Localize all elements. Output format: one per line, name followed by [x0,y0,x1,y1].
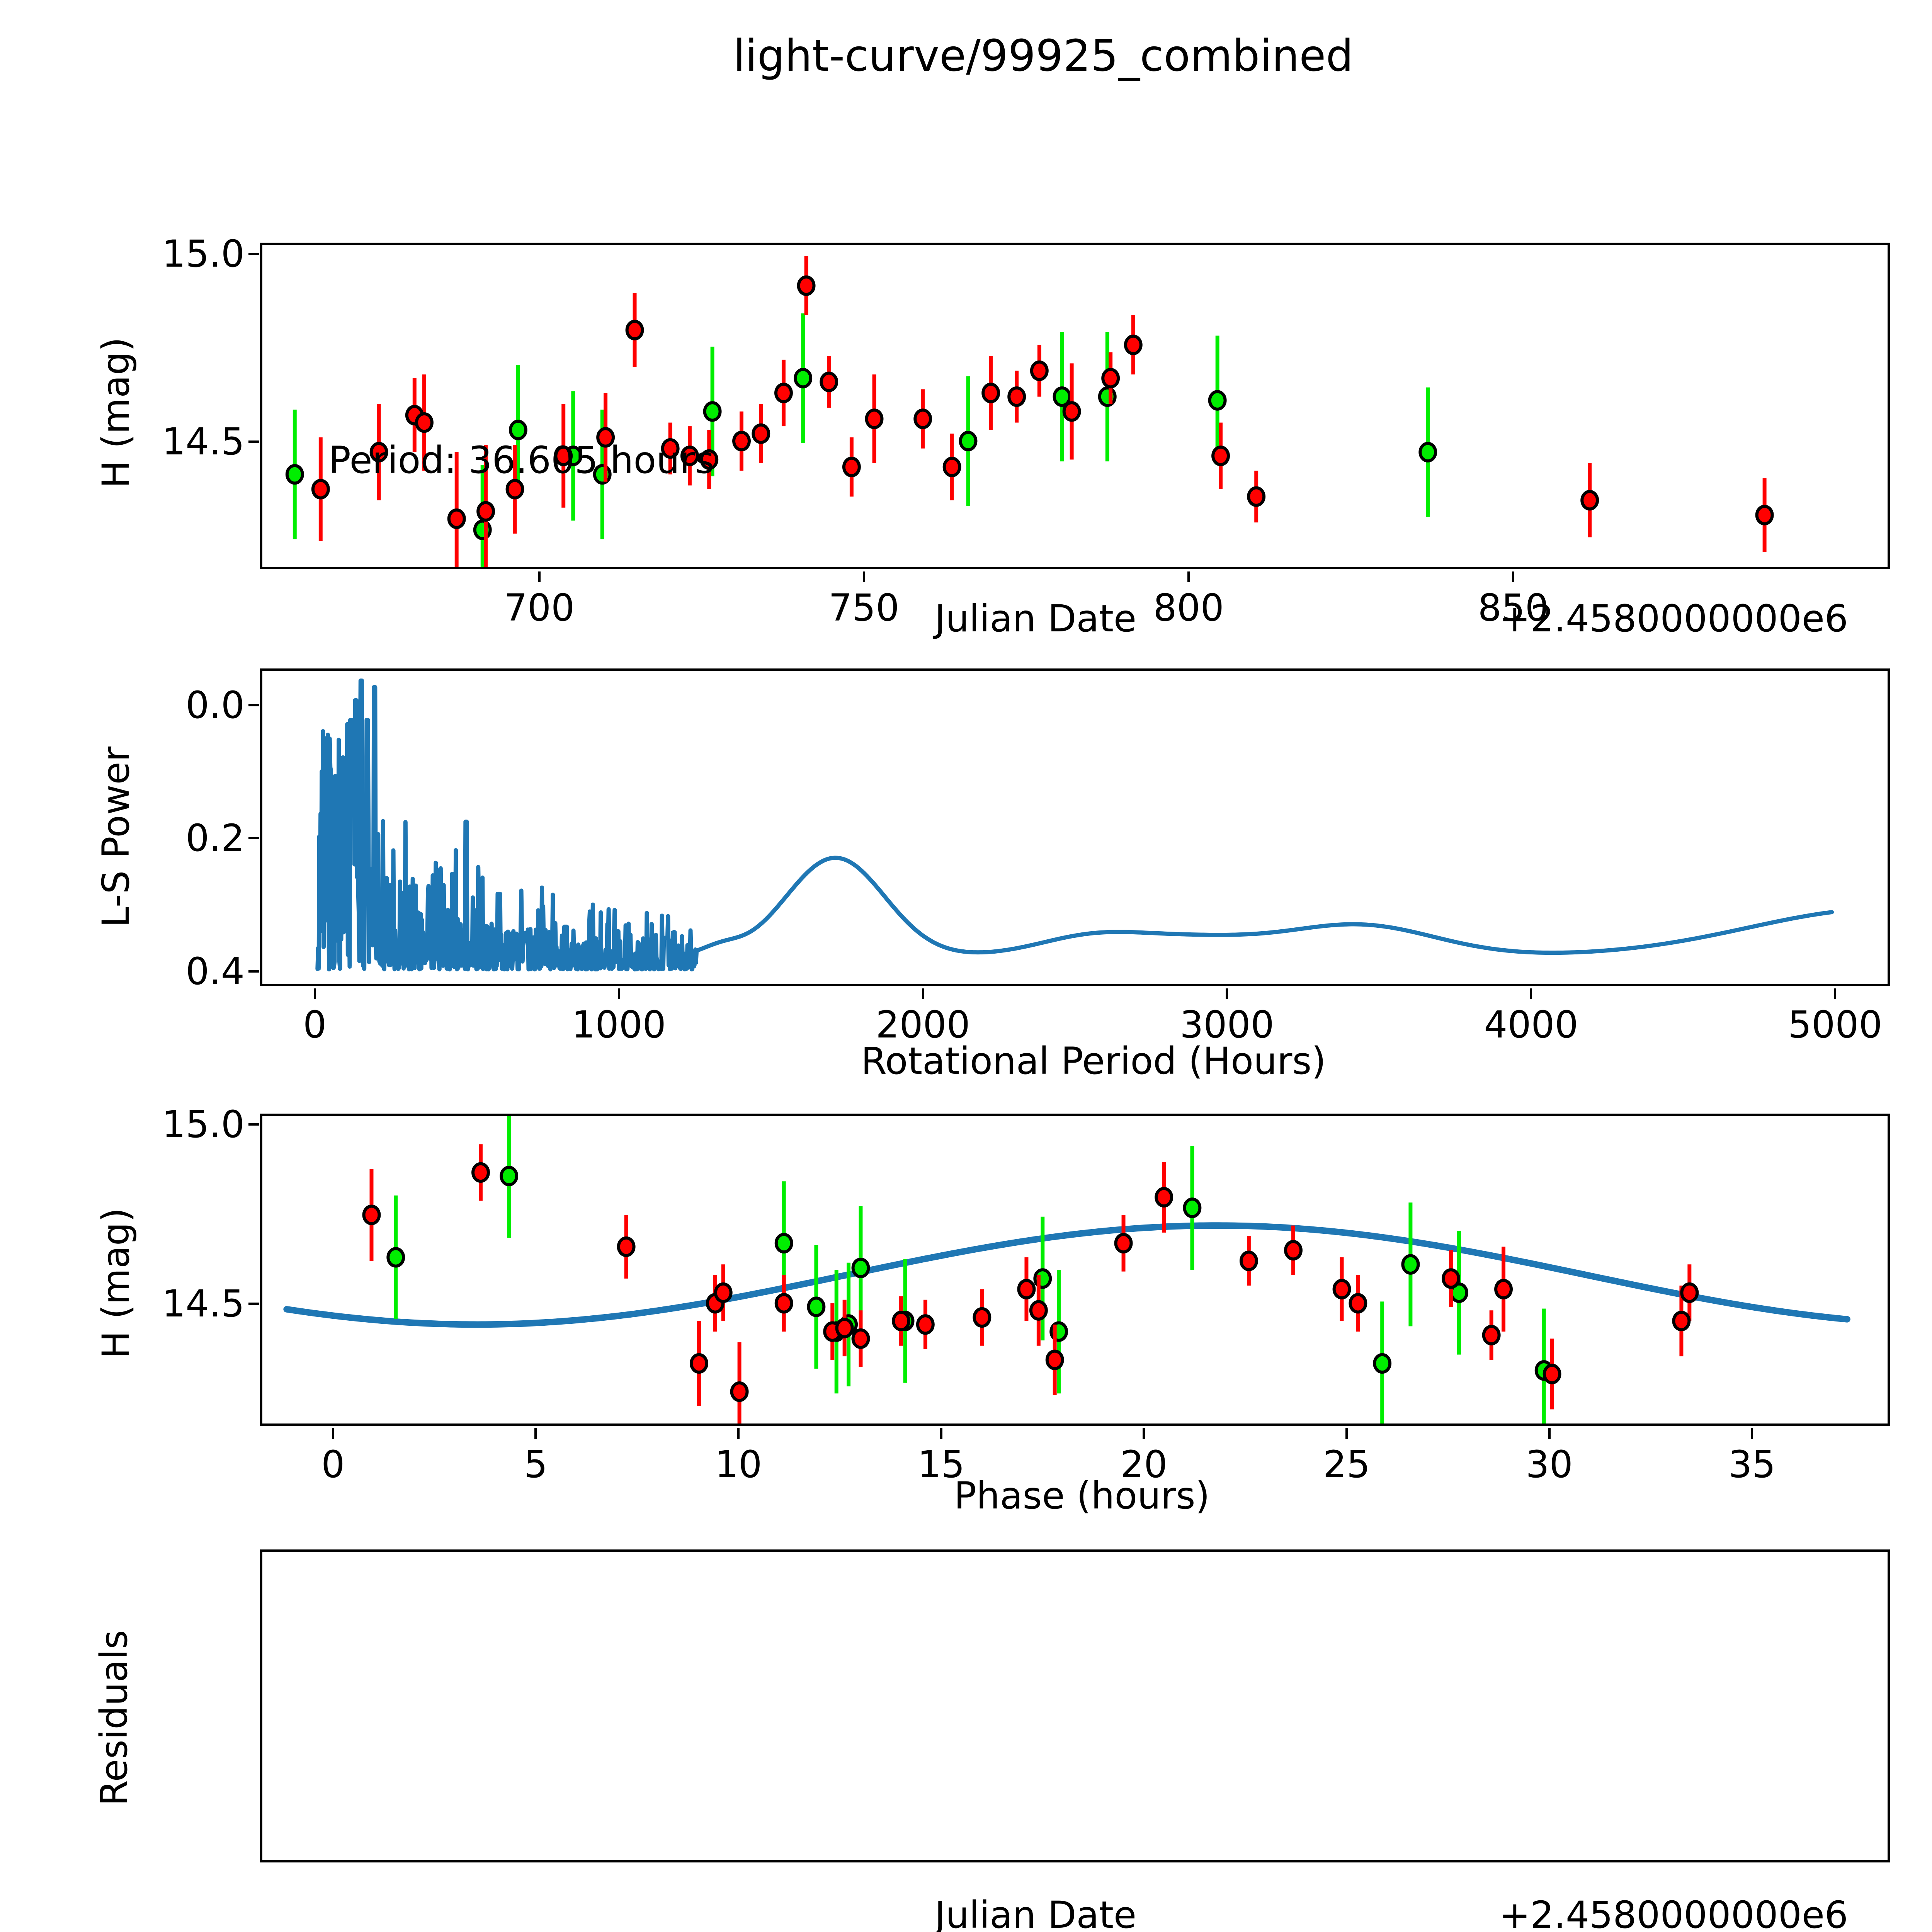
panel2-xtick-mark [1530,988,1532,999]
panel1-ytick-label: 14.5 [162,420,245,463]
panel1-xtick-mark [862,571,865,582]
panel2-ytick-label: 0.2 [185,816,245,860]
panel3-xtick-mark [1345,1428,1348,1439]
panel3-xtick-label: 20 [1120,1443,1168,1486]
panel1-xtick-mark [538,571,541,582]
panel2-xtick-mark [1834,988,1837,999]
panel1-y-axis-label: H (mag) [94,337,138,488]
panel1-ytick-mark [248,440,259,443]
panel3-xtick-mark [332,1428,334,1439]
panel3-x-axis-label: Phase (hours) [954,1474,1210,1517]
panel1-x-offset-label: +2.4580000000e6 [1499,597,1848,640]
panel3-xtick-mark [534,1428,537,1439]
figure-title: light-curve/99925_combined [733,31,1354,81]
panel1-xtick-label: 750 [828,586,900,629]
panel1-xtick-label: 850 [1478,586,1549,629]
panel3-xtick-label: 10 [715,1443,762,1486]
panel3-xtick-label: 15 [917,1443,965,1486]
panel2-ytick-mark [248,837,259,840]
panel3-ytick-mark [248,1303,259,1305]
panel4-plot-area [262,1552,1888,1860]
panel-light-curve [260,243,1890,569]
panel4-y-axis-label: Residuals [92,1630,136,1806]
panel2-xtick-mark [1226,988,1228,999]
panel2-xtick-label: 5000 [1788,1003,1883,1046]
panel1-ytick-label: 15.0 [162,232,245,276]
panel2-xtick-mark [922,988,924,999]
panel1-ytick-mark [248,253,259,255]
panel3-xtick-mark [1548,1428,1551,1439]
panel2-xtick-label: 0 [303,1003,327,1046]
panel-phase-folded [260,1114,1890,1426]
panel3-xtick-label: 30 [1526,1443,1573,1486]
panel3-ytick-label: 15.0 [162,1102,245,1146]
panel1-period-annotation: Period: 36.605 hours [328,439,714,482]
panel3-xtick-mark [737,1428,740,1439]
panel2-xtick-label: 2000 [876,1003,970,1046]
panel1-plot-area [285,256,1774,567]
panel3-xtick-label: 25 [1323,1443,1371,1486]
panel2-x-axis-label: Rotational Period (Hours) [861,1039,1326,1083]
panel2-xtick-label: 1000 [571,1003,666,1046]
panel2-ytick-label: 0.4 [185,950,245,993]
panel2-ytick-mark [248,970,259,973]
panel3-plot-area [283,1116,1850,1423]
panel1-xtick-mark [1512,571,1515,582]
panel-residuals [260,1549,1890,1862]
panel2-ytick-label: 0.0 [185,683,245,727]
panel2-xtick-mark [617,988,620,999]
panel4-x-axis-label: Julian Date [934,1893,1137,1932]
panel3-xtick-label: 0 [321,1443,345,1486]
panel3-ytick-mark [248,1123,259,1126]
panel2-ytick-mark [248,704,259,706]
panel3-xtick-mark [940,1428,942,1439]
panel3-xtick-label: 5 [524,1443,548,1486]
panel1-xtick-label: 800 [1153,586,1224,629]
panel4-x-offset-label: +2.4580000000e6 [1499,1893,1848,1932]
panel1-xtick-mark [1187,571,1190,582]
panel3-xtick-label: 35 [1728,1443,1776,1486]
panel1-x-axis-label: Julian Date [934,597,1137,640]
panel2-xtick-label: 4000 [1484,1003,1578,1046]
panel3-xtick-mark [1143,1428,1145,1439]
panel-periodogram [260,668,1890,986]
panel2-xtick-label: 3000 [1180,1003,1274,1046]
panel3-ytick-label: 14.5 [162,1282,245,1326]
panel2-xtick-mark [313,988,316,999]
panel2-plot-area [315,679,1834,972]
panel3-xtick-mark [1751,1428,1753,1439]
panel1-xtick-label: 700 [503,586,575,629]
